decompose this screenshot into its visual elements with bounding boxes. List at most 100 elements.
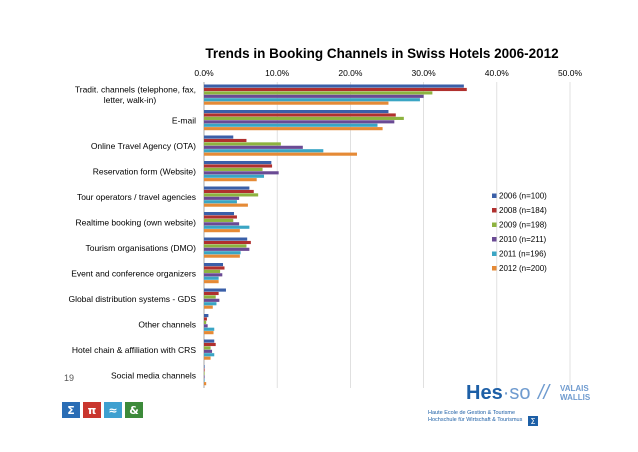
legend-swatch [492, 237, 497, 242]
bar [204, 149, 324, 153]
category-label: E-mail [172, 115, 196, 125]
bar [204, 365, 205, 369]
category-label: Social media channels [111, 370, 196, 380]
legend-swatch [492, 251, 497, 256]
category-label: letter, walk-in) [104, 95, 157, 105]
bar [204, 331, 214, 335]
bar [204, 123, 378, 127]
logo-hes: Hes [466, 382, 503, 404]
bar [204, 218, 234, 222]
bar [204, 127, 383, 131]
legend-swatch [492, 193, 497, 198]
category-group [204, 84, 467, 105]
bar [204, 375, 205, 379]
logo-subtitle: Haute Ecole de Gestion & Tourisme Hochsc… [428, 410, 522, 424]
x-tick-label: 10.0% [265, 68, 290, 78]
bar [204, 346, 211, 350]
legend-swatch [492, 222, 497, 227]
category-label: Reservation form (Website) [93, 166, 196, 176]
bar [204, 298, 220, 302]
bar [204, 353, 215, 357]
bar [204, 152, 357, 156]
hes-so-logo: Hes·so // VALAIS WALLIS Haute Ecole de G… [418, 382, 598, 432]
legend-label: 2008 (n=184) [499, 206, 547, 215]
bar [204, 327, 215, 331]
legend: 2006 (n=100) 2008 (n=184) 2009 (n=198) 2010… [492, 192, 547, 273]
category-group [204, 135, 357, 156]
bar [204, 288, 226, 292]
bar [204, 120, 395, 124]
category-label: Tourism organisations (DMO) [85, 243, 196, 253]
bar [204, 94, 424, 98]
category-label: Hotel chain & affiliation with CRS [72, 345, 196, 355]
bar [204, 164, 273, 168]
category-group [204, 237, 251, 258]
bar [204, 91, 433, 95]
bar [204, 222, 240, 226]
category-label: Tradit. channels (telephone, fax, [75, 85, 196, 95]
slide-number: 19 [64, 373, 75, 383]
category-label: Realtime booking (own website) [76, 217, 197, 227]
x-tick-label: 40.0% [485, 68, 510, 78]
bar [204, 215, 237, 219]
bar [204, 237, 248, 241]
bar [204, 98, 420, 102]
bar [204, 110, 389, 114]
bar [204, 225, 250, 229]
bar [204, 368, 205, 372]
x-axis-ticks: 0.0% 10.0% 20.0% 30.0% 40.0% 50.0% [194, 68, 582, 78]
sigma-icon: Σ [62, 402, 80, 418]
category-label: Event and conference organizers [71, 268, 196, 278]
bar [204, 356, 211, 360]
bar [204, 342, 216, 347]
logo-sub-line2: Hochschule für Wirtschaft & Tourismus [428, 417, 523, 423]
bar [204, 378, 205, 382]
ampersand-icon: & [125, 402, 143, 418]
x-tick-label: 0.0% [194, 68, 214, 78]
bar [204, 324, 208, 328]
category-label: Online Travel Agency (OTA) [91, 141, 196, 151]
bar [204, 280, 219, 284]
bar [204, 178, 257, 182]
category-labels: Tradit. channels (telephone, fax,letter,… [68, 85, 196, 381]
legend-label: 2009 (n=198) [499, 221, 547, 230]
approx-icon: ≈ [104, 402, 122, 418]
category-group [204, 263, 225, 284]
bar [204, 276, 219, 280]
x-tick-label: 30.0% [412, 68, 437, 78]
bar [204, 302, 217, 306]
bar [204, 212, 235, 216]
category-group [204, 161, 279, 182]
category-group [204, 288, 226, 309]
bar [204, 161, 272, 165]
category-label: Global distribution systems - GDS [68, 294, 196, 304]
logo-sub-line1: Haute Ecole de Gestion & Tourisme [428, 410, 516, 416]
bar [204, 229, 240, 233]
category-group [204, 186, 259, 207]
bar [204, 295, 216, 299]
bar [204, 84, 464, 88]
logo-wordmark: Hes·so [466, 382, 531, 405]
logo-region-line1: VALAIS [560, 384, 589, 393]
bar [204, 167, 263, 171]
category-group [204, 365, 207, 386]
bar [204, 113, 396, 117]
bar [204, 116, 404, 120]
bar [204, 196, 240, 200]
x-tick-label: 50.0% [558, 68, 583, 78]
bar [204, 320, 207, 324]
category-group [204, 314, 215, 335]
chart-title: Trends in Booking Channels in Swiss Hote… [205, 46, 558, 61]
bar [204, 269, 221, 273]
bar [204, 263, 224, 267]
bar [204, 247, 250, 251]
logo-region-line2: WALLIS [560, 393, 591, 402]
bar [204, 240, 251, 245]
gridlines [203, 82, 571, 388]
bar [204, 174, 265, 178]
category-group [204, 212, 250, 233]
legend-label: 2010 (n=211) [499, 235, 547, 244]
legend-label: 2011 (n=196) [499, 250, 547, 259]
bar [204, 371, 205, 375]
